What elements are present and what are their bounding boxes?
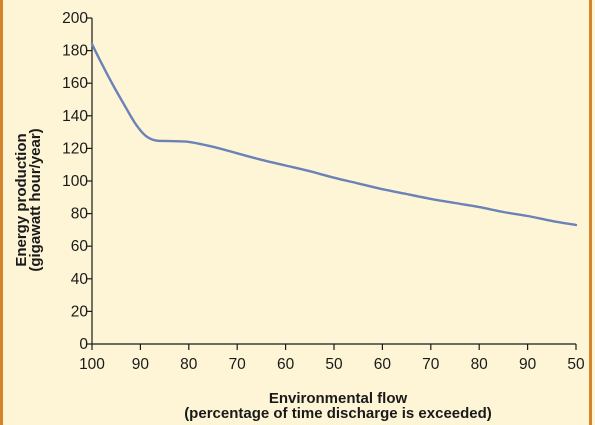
- x-tick-label: 50: [325, 356, 343, 373]
- x-axis-title-line1: Environmental flow: [269, 390, 408, 407]
- x-tick-label: 80: [471, 356, 489, 373]
- energy-production-line: [90, 42, 578, 227]
- y-tick-label: 140: [62, 108, 88, 125]
- x-axis-title-line2: (percentage of time discharge is exceede…: [184, 405, 492, 422]
- x-tick-label: 70: [422, 356, 440, 373]
- x-tick-label: 90: [519, 356, 537, 373]
- x-tick-label: 60: [374, 356, 392, 373]
- y-tick-label: 120: [62, 140, 88, 157]
- y-tick-label: 0: [79, 336, 88, 353]
- y-axis-title-line1: Energy production: [13, 133, 30, 266]
- y-tick-label: 80: [71, 206, 89, 223]
- x-tick-label: 100: [79, 356, 105, 373]
- y-tick-label: 200: [62, 10, 88, 27]
- y-tick-label: 20: [71, 303, 89, 320]
- y-tick-label: 180: [62, 43, 88, 60]
- x-tick-label: 70: [229, 356, 247, 373]
- y-tick-label: 60: [71, 238, 89, 255]
- x-axis: 100 90 80 70 60 50 60 70 80 90 50: [79, 343, 585, 373]
- y-tick-label: 100: [62, 173, 88, 190]
- x-tick-label: 80: [180, 356, 198, 373]
- series-group: [90, 42, 578, 227]
- y-tick-label: 160: [62, 75, 88, 92]
- y-axis: 0 20 40 60 80 100 120 140 160 180 200: [62, 10, 93, 353]
- y-axis-title-line2: (gigawatt hour/year): [27, 128, 44, 271]
- x-tick-label: 60: [277, 356, 295, 373]
- x-tick-label: 90: [132, 356, 150, 373]
- y-tick-label: 40: [71, 271, 89, 288]
- x-tick-label: 50: [567, 356, 585, 373]
